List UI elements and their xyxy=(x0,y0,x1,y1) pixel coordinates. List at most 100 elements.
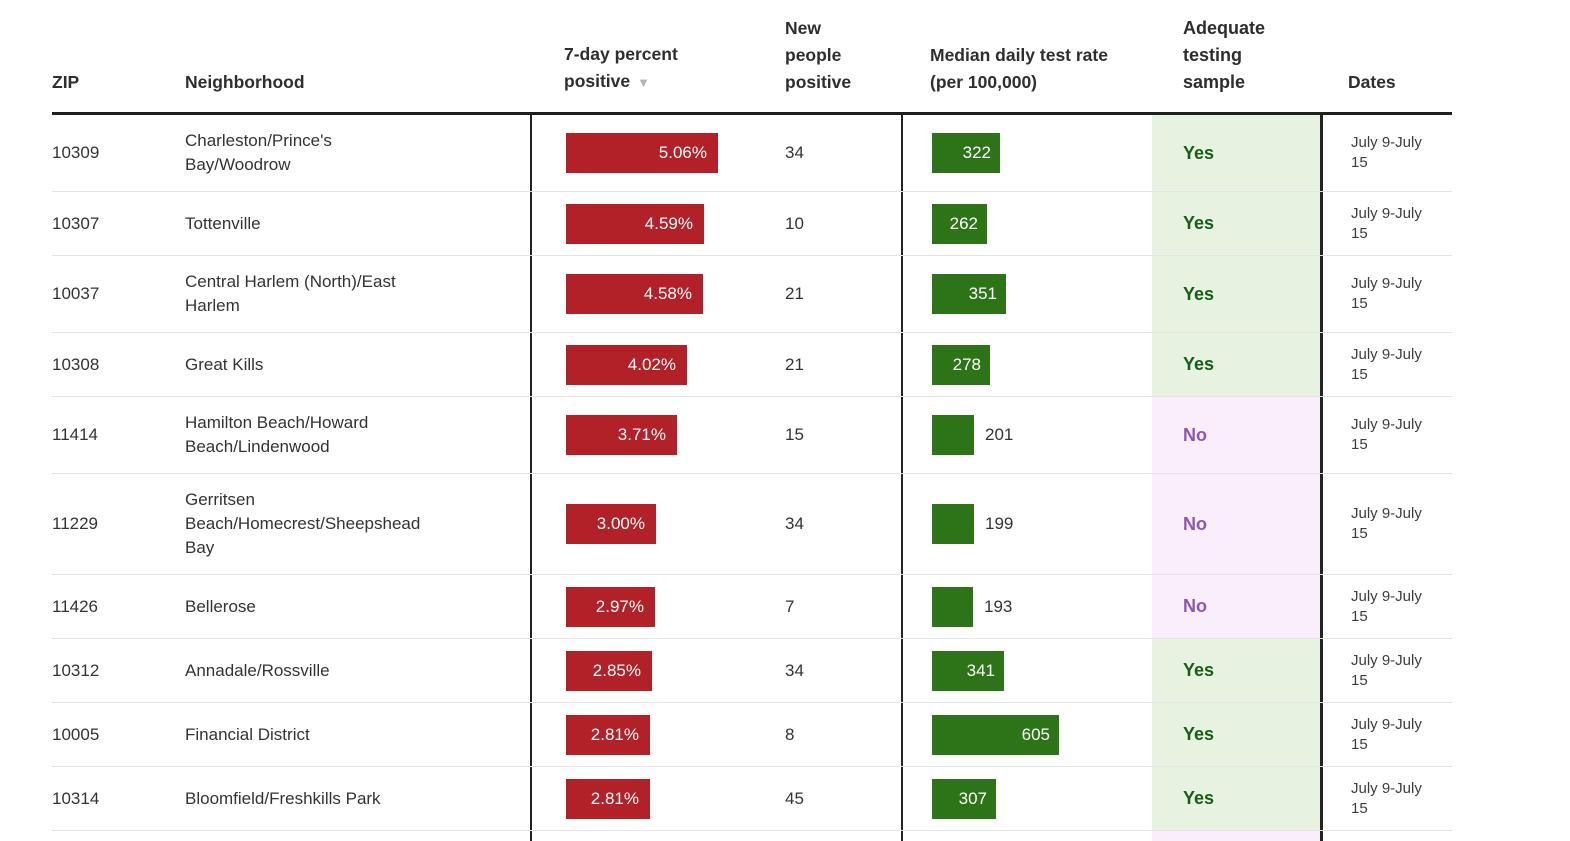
table-row: 10307 Tottenville 4.59% 10 262 Yes July … xyxy=(52,192,1452,256)
test-rate-value: 605 xyxy=(1021,724,1050,744)
dates-value: July 9-July 15 xyxy=(1351,651,1422,689)
test-rate-value: 307 xyxy=(958,788,987,808)
dates-value: July 9-July 15 xyxy=(1351,134,1422,171)
covid-zip-table: ZIP Neighborhood 7-day percent positive ▼… xyxy=(52,0,1452,841)
zip-value: 10312 xyxy=(52,660,100,680)
zip-value: 10037 xyxy=(52,284,100,303)
new-people-positive-cell: 34 xyxy=(770,474,901,574)
zip-value: 10309 xyxy=(52,143,100,162)
test-rate-value: 262 xyxy=(949,213,978,233)
adequate-sample-value: No xyxy=(1183,424,1207,445)
neighborhood-cell: Bloomfield/Freshkills Park xyxy=(185,767,530,830)
new-people-positive-value: 34 xyxy=(785,660,804,680)
sort-descending-icon: ▼ xyxy=(637,75,651,90)
zip-value: 11229 xyxy=(52,514,99,533)
clipped-next-row xyxy=(52,831,1452,841)
column-header-zip[interactable]: ZIP xyxy=(52,69,185,96)
new-people-positive-cell: 45 xyxy=(770,767,901,830)
table-header-row: ZIP Neighborhood 7-day percent positive ▼… xyxy=(52,0,1452,115)
test-rate-cell: 262 xyxy=(901,192,1152,255)
percent-positive-cell: 4.02% xyxy=(530,333,770,396)
zip-cell: 10037 xyxy=(52,256,185,332)
new-people-positive-cell: 15 xyxy=(770,397,901,473)
neighborhood-cell: Financial District xyxy=(185,703,530,766)
new-people-positive-value: 21 xyxy=(785,354,804,374)
test-rate-bar: 351 xyxy=(932,274,1006,314)
zip-value: 10308 xyxy=(52,354,100,374)
column-header-label: Neighborhood xyxy=(185,72,305,92)
zip-cell: 11414 xyxy=(52,397,185,473)
percent-positive-bar: 2.97% xyxy=(566,586,655,627)
column-header-adequate-sample[interactable]: Adequate testing sample xyxy=(1152,15,1320,96)
test-rate-bar: 341 xyxy=(932,650,1004,691)
test-rate-bar: 262 xyxy=(932,203,987,244)
adequate-sample-cell: Yes xyxy=(1152,192,1320,255)
zip-value: 11414 xyxy=(52,425,99,444)
neighborhood-name: Bellerose xyxy=(185,596,256,616)
test-rate-bar xyxy=(932,586,973,627)
column-header-new-people-positive[interactable]: New people positive xyxy=(770,15,901,96)
neighborhood-cell: Great Kills xyxy=(185,333,530,396)
adequate-sample-value: Yes xyxy=(1183,283,1215,304)
adequate-sample-cell: Yes xyxy=(1152,767,1320,830)
zip-cell: 10005 xyxy=(52,703,185,766)
neighborhood-name: Bloomfield/Freshkills Park xyxy=(185,788,381,808)
dates-value: July 9-July 15 xyxy=(1351,779,1422,817)
neighborhood-name: Financial District xyxy=(185,724,310,744)
test-rate-bar xyxy=(932,504,974,544)
dates-cell: July 9-July 15 xyxy=(1320,115,1452,191)
percent-positive-bar: 5.06% xyxy=(566,133,718,173)
column-header-dates[interactable]: Dates xyxy=(1320,69,1452,96)
dates-cell: July 9-July 15 xyxy=(1320,575,1452,638)
dates-cell: July 9-July 15 xyxy=(1320,256,1452,332)
neighborhood-name: Annadale/Rossville xyxy=(185,660,330,680)
column-header-test-rate[interactable]: Median daily test rate (per 100,000) xyxy=(901,42,1152,96)
adequate-sample-cell: Yes xyxy=(1152,333,1320,396)
test-rate-bar: 307 xyxy=(932,778,996,819)
adequate-sample-value: No xyxy=(1183,596,1207,616)
adequate-sample-cell: Yes xyxy=(1152,639,1320,702)
percent-positive-bar: 4.59% xyxy=(566,203,704,244)
zip-cell: 10312 xyxy=(52,639,185,702)
dates-value: July 9-July 15 xyxy=(1351,416,1422,453)
new-people-positive-value: 21 xyxy=(785,284,804,303)
dates-cell: July 9-July 15 xyxy=(1320,192,1452,255)
dates-value: July 9-July 15 xyxy=(1351,345,1422,383)
new-people-positive-value: 34 xyxy=(785,514,804,533)
adequate-sample-cell: Yes xyxy=(1152,256,1320,332)
neighborhood-name: Charleston/Prince's Bay/Woodrow xyxy=(185,131,332,174)
new-people-positive-cell: 21 xyxy=(770,256,901,332)
percent-positive-bar: 4.02% xyxy=(566,344,687,385)
neighborhood-name: Hamilton Beach/Howard Beach/Lindenwood xyxy=(185,413,369,456)
percent-positive-cell: 4.58% xyxy=(530,256,770,332)
adequate-sample-value: Yes xyxy=(1183,788,1215,808)
percent-positive-cell: 5.06% xyxy=(530,115,770,191)
table-row: 10005 Financial District 2.81% 8 605 Yes… xyxy=(52,703,1452,767)
percent-positive-bar: 2.81% xyxy=(566,714,650,755)
table-row: 11229 Gerritsen Beach/Homecrest/Sheepshe… xyxy=(52,474,1452,575)
neighborhood-name: Central Harlem (North)/East Harlem xyxy=(185,272,396,315)
test-rate-cell: 201 xyxy=(901,397,1152,473)
table-body: 10309 Charleston/Prince's Bay/Woodrow 5.… xyxy=(52,115,1452,831)
zip-cell: 10309 xyxy=(52,115,185,191)
dates-cell: July 9-July 15 xyxy=(1320,639,1452,702)
adequate-sample-cell: No xyxy=(1152,397,1320,473)
zip-value: 10314 xyxy=(52,788,100,808)
test-rate-cell: 307 xyxy=(901,767,1152,830)
table-row: 10314 Bloomfield/Freshkills Park 2.81% 4… xyxy=(52,767,1452,831)
test-rate-value: 322 xyxy=(962,143,991,162)
neighborhood-cell: Central Harlem (North)/East Harlem xyxy=(185,256,530,332)
percent-positive-bar: 2.85% xyxy=(566,650,652,691)
dates-value: July 9-July 15 xyxy=(1351,587,1422,625)
test-rate-value: 193 xyxy=(984,596,1013,616)
adequate-sample-value: Yes xyxy=(1183,213,1215,233)
percent-positive-cell: 3.71% xyxy=(530,397,770,473)
new-people-positive-cell: 10 xyxy=(770,192,901,255)
zip-value: 10307 xyxy=(52,213,100,233)
column-header-neighborhood[interactable]: Neighborhood xyxy=(185,69,530,96)
new-people-positive-cell: 8 xyxy=(770,703,901,766)
percent-positive-cell: 4.59% xyxy=(530,192,770,255)
new-people-positive-cell: 7 xyxy=(770,575,901,638)
new-people-positive-value: 15 xyxy=(785,425,804,444)
column-header-percent-positive[interactable]: 7-day percent positive ▼ xyxy=(530,41,770,96)
